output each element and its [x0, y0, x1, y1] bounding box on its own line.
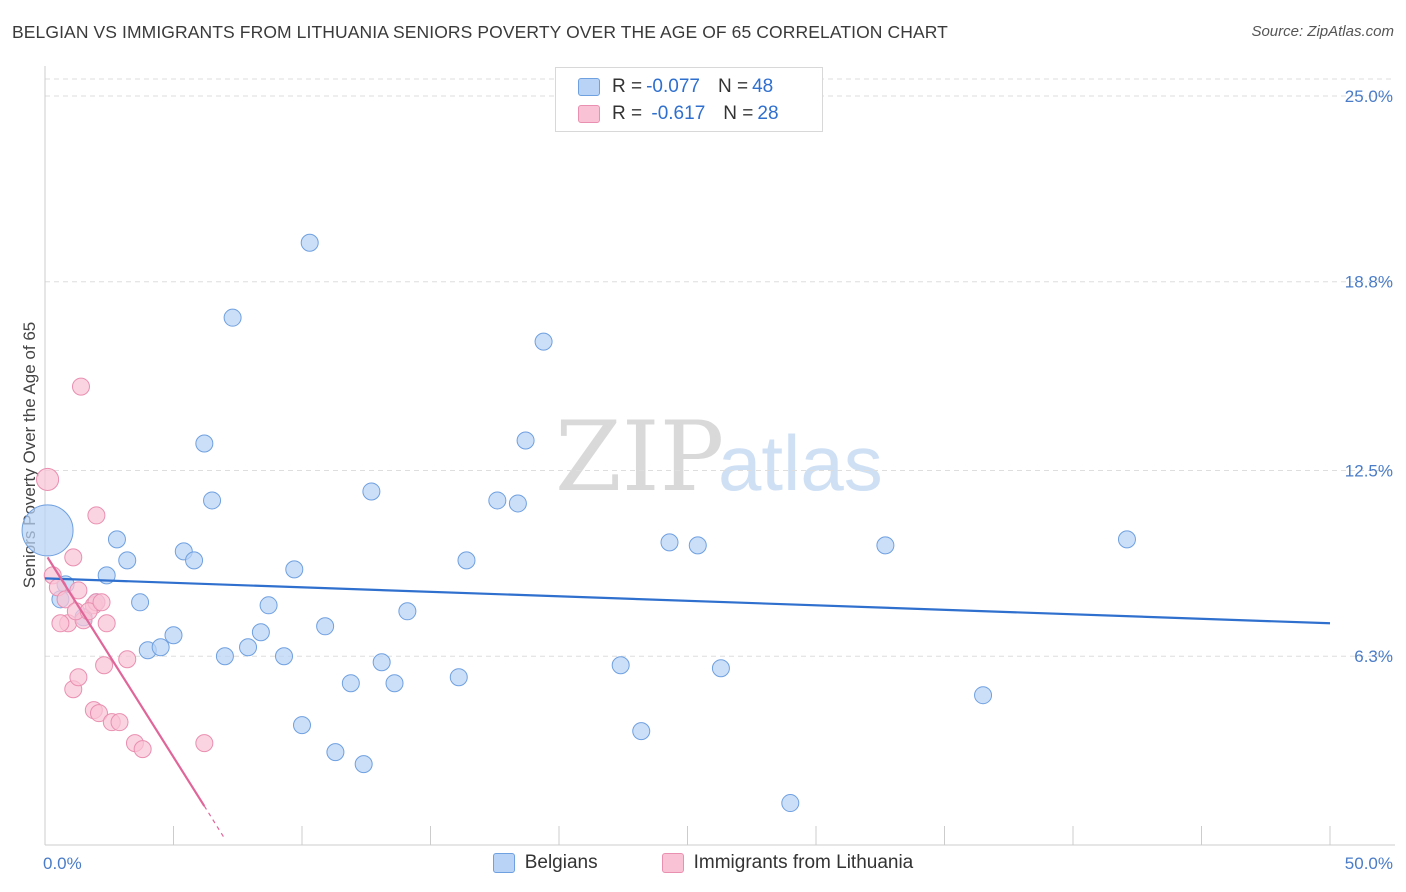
lithuania-point: [69, 581, 88, 600]
legend-n-value: 28: [757, 103, 779, 124]
belgians-point: [611, 656, 630, 675]
lithuania-point: [87, 506, 106, 525]
belgians-point: [372, 653, 391, 672]
lithuania-point: [133, 740, 152, 759]
belgians-point: [164, 626, 183, 645]
legend-r-value: -0.617: [646, 103, 706, 124]
chart-title: BELGIAN VS IMMIGRANTS FROM LITHUANIA SEN…: [12, 22, 948, 42]
belgians-point: [876, 536, 895, 555]
belgians-point: [354, 755, 373, 774]
belgians-point: [259, 596, 278, 615]
y-tick-label: 25.0%: [1345, 87, 1393, 106]
belgians-point: [449, 668, 468, 687]
belgians-point: [688, 536, 707, 555]
belgians-point: [285, 560, 304, 579]
source-credit: Source: ZipAtlas.com: [1251, 23, 1394, 40]
watermark-atlas: atlas: [718, 419, 883, 507]
belgians-point: [251, 623, 270, 642]
x-tick-label: 0.0%: [43, 854, 82, 873]
belgians-point: [195, 434, 214, 453]
legend-n-value: 48: [752, 76, 774, 97]
legend-item-lithuania[interactable]: Immigrants from Lithuania: [661, 852, 914, 874]
series-legend: Belgians Immigrants from Lithuania: [0, 852, 1406, 874]
lithuania-trend-line: [46, 556, 206, 807]
belgians-trend-line: [44, 577, 1331, 625]
legend-n-label: N =: [717, 76, 749, 97]
belgians-point: [316, 617, 335, 636]
belgians-point: [508, 494, 527, 513]
belgians-point: [293, 716, 311, 735]
legend-r-value: -0.077: [646, 76, 700, 97]
watermark: ZIP atlas: [555, 401, 883, 513]
belgians-point: [534, 332, 553, 351]
legend-row-lithuania: R = -0.617 N = 28: [578, 102, 779, 126]
lithuania-point: [71, 377, 90, 396]
legend-r-label: R =: [612, 76, 643, 97]
belgians-point: [660, 533, 679, 552]
x-tick-label: 50.0%: [1345, 854, 1393, 873]
tick-labels: 6.3% 12.5% 18.8% 25.0% 0.0% 50.0%: [43, 87, 1393, 873]
y-tick-label: 12.5%: [1345, 461, 1393, 480]
legend-swatch-blue: [578, 78, 600, 96]
belgians-point: [275, 647, 294, 666]
belgians-point: [151, 638, 170, 657]
axes: [44, 66, 1395, 846]
belgians-point: [711, 659, 730, 678]
belgians-point: [632, 722, 651, 741]
legend-swatch-pink: [661, 853, 684, 873]
belgians-point: [300, 233, 319, 252]
belgians-point: [1117, 530, 1136, 549]
legend-swatch-pink: [578, 105, 600, 123]
lithuania-point: [51, 614, 70, 633]
belgians-point: [516, 431, 535, 450]
trend-lines: [44, 556, 1331, 840]
belgians-point: [385, 674, 404, 693]
belgians-point: [107, 530, 126, 549]
lithuania-point: [118, 650, 137, 669]
belgians-point: [488, 491, 507, 510]
belgians-point: [974, 686, 993, 705]
belgians-points: [21, 233, 1136, 813]
correlation-legend: R = -0.077 N = 48 R = -0.617 N = 28: [555, 67, 823, 132]
belgians-point: [239, 638, 258, 657]
lithuania-point: [95, 656, 114, 675]
lithuania-trend-extension: [203, 805, 226, 840]
belgians-point: [341, 674, 360, 693]
legend-swatch-blue: [492, 853, 515, 873]
lithuania-point: [97, 614, 116, 633]
belgians-point: [362, 482, 381, 501]
belgians-point: [185, 551, 204, 570]
belgians-point: [203, 491, 222, 510]
legend-row-belgians: R = -0.077 N = 48: [578, 75, 773, 99]
belgians-point: [781, 794, 800, 813]
lithuania-point: [69, 668, 88, 687]
lithuania-point: [64, 548, 83, 567]
legend-label-lithuania: Immigrants from Lithuania: [693, 852, 914, 873]
belgians-point: [21, 504, 74, 557]
belgians-point: [398, 602, 417, 621]
legend-r-label: R =: [612, 103, 643, 124]
belgians-point: [326, 743, 345, 762]
belgians-point: [457, 551, 476, 570]
lithuania-point: [110, 713, 129, 732]
grid-lines: [45, 78, 1395, 657]
legend-n-label: N =: [723, 103, 754, 124]
belgians-point: [131, 593, 150, 612]
belgians-point: [215, 647, 234, 666]
belgians-point: [223, 308, 242, 327]
watermark-zip: ZIP: [555, 401, 724, 513]
lithuania-point: [92, 593, 111, 612]
lithuania-point: [89, 704, 108, 723]
y-tick-label: 6.3%: [1354, 647, 1393, 666]
lithuania-point: [195, 734, 214, 753]
y-tick-label: 18.8%: [1345, 273, 1393, 292]
lithuania-point: [36, 467, 60, 492]
belgians-point: [118, 551, 137, 570]
legend-item-belgians[interactable]: Belgians: [492, 852, 598, 874]
legend-label-belgians: Belgians: [524, 852, 598, 873]
